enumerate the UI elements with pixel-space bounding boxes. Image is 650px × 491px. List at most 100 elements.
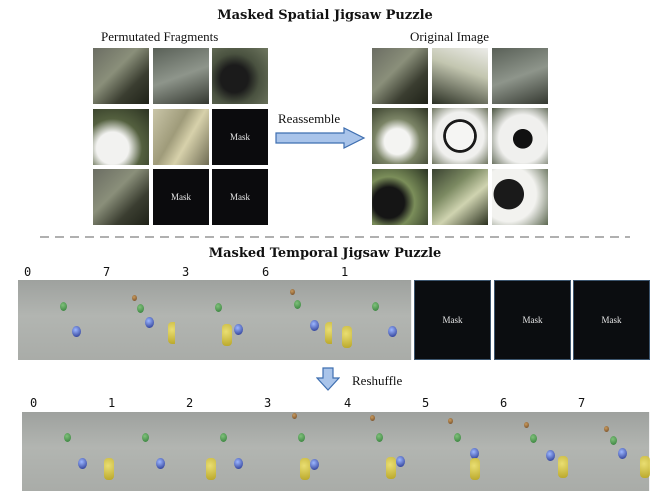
yellow-object bbox=[168, 322, 178, 344]
reshuffle-label: Reshuffle bbox=[352, 373, 403, 388]
mask-frame: Mask bbox=[573, 280, 650, 360]
fragment-tile bbox=[93, 169, 149, 225]
brown-object bbox=[604, 426, 609, 432]
frame-number: 3 bbox=[264, 396, 272, 410]
yellow-object bbox=[222, 324, 232, 346]
reshuffle-arrow-icon bbox=[316, 367, 340, 391]
frame-number: 1 bbox=[341, 265, 349, 279]
blue-object bbox=[234, 324, 243, 335]
blue-object bbox=[388, 326, 397, 337]
green-object bbox=[60, 302, 67, 311]
brown-object bbox=[292, 413, 297, 419]
blue-object bbox=[618, 448, 627, 459]
yellow-object bbox=[386, 457, 396, 479]
green-object bbox=[610, 436, 617, 445]
original-tile bbox=[492, 108, 548, 164]
frame-number: 6 bbox=[262, 265, 270, 279]
temporal-title: Masked Temporal Jigsaw Puzzle bbox=[208, 246, 442, 261]
original-tile bbox=[372, 169, 428, 225]
frame-number: 0 bbox=[24, 265, 32, 279]
mask-tile: Mask bbox=[153, 169, 209, 225]
original-tile bbox=[432, 169, 488, 225]
brown-object bbox=[370, 415, 375, 421]
blue-object bbox=[310, 459, 319, 470]
blue-object bbox=[156, 458, 165, 469]
blue-object bbox=[546, 450, 555, 461]
permutated-fragments-label: Permutated Fragments bbox=[101, 29, 219, 44]
frame-number: 1 bbox=[108, 396, 116, 410]
yellow-object bbox=[470, 458, 480, 480]
mask-tile: Mask bbox=[212, 169, 268, 225]
mask-tile: Mask bbox=[212, 109, 268, 165]
frame-number: 7 bbox=[578, 396, 586, 410]
original-tile bbox=[372, 108, 428, 164]
ordered-frame-strip bbox=[22, 412, 650, 491]
video-frame bbox=[254, 280, 335, 360]
brown-object bbox=[524, 422, 529, 428]
video-frame bbox=[256, 412, 335, 491]
video-frame bbox=[175, 280, 255, 360]
yellow-object bbox=[206, 458, 216, 480]
reassemble-arrow-icon bbox=[275, 127, 366, 149]
blue-object bbox=[145, 317, 154, 328]
brown-object bbox=[290, 289, 295, 295]
video-frame bbox=[490, 412, 569, 491]
video-frame bbox=[412, 412, 491, 491]
video-frame bbox=[568, 412, 650, 491]
mask-frame: Mask bbox=[494, 280, 571, 360]
green-object bbox=[294, 300, 301, 309]
video-frame bbox=[178, 412, 257, 491]
frame-number: 2 bbox=[186, 396, 194, 410]
green-object bbox=[220, 433, 227, 442]
original-tile bbox=[432, 108, 488, 164]
original-tile bbox=[492, 169, 548, 225]
video-frame bbox=[18, 280, 98, 360]
blue-object bbox=[310, 320, 319, 331]
video-frame bbox=[334, 412, 413, 491]
video-frame bbox=[22, 412, 101, 491]
yellow-object bbox=[342, 326, 352, 348]
green-object bbox=[530, 434, 537, 443]
frame-number: 5 bbox=[422, 396, 430, 410]
green-object bbox=[142, 433, 149, 442]
frame-number: 3 bbox=[182, 265, 190, 279]
green-object bbox=[215, 303, 222, 312]
original-tile bbox=[432, 48, 488, 104]
green-object bbox=[298, 433, 305, 442]
original-image-label: Original Image bbox=[410, 29, 490, 44]
fragment-tile bbox=[153, 48, 209, 104]
frame-number: 0 bbox=[30, 396, 38, 410]
green-object bbox=[372, 302, 379, 311]
yellow-object bbox=[640, 456, 650, 478]
green-object bbox=[137, 304, 144, 313]
mask-frame: Mask bbox=[414, 280, 491, 360]
original-tile bbox=[492, 48, 548, 104]
fragment-tile bbox=[93, 48, 149, 104]
fragment-tile bbox=[212, 48, 268, 104]
video-frame bbox=[100, 412, 179, 491]
frame-number: 4 bbox=[344, 396, 352, 410]
yellow-object bbox=[325, 322, 335, 344]
frame-number: 6 bbox=[500, 396, 508, 410]
blue-object bbox=[72, 326, 81, 337]
yellow-object bbox=[558, 456, 568, 478]
video-frame bbox=[97, 280, 178, 360]
shuffled-frame-strip: Mask Mask Mask bbox=[18, 280, 650, 360]
green-object bbox=[454, 433, 461, 442]
green-object bbox=[64, 433, 71, 442]
blue-object bbox=[78, 458, 87, 469]
blue-object bbox=[234, 458, 243, 469]
frame-number: 7 bbox=[103, 265, 111, 279]
yellow-object bbox=[300, 458, 310, 480]
brown-object bbox=[132, 295, 137, 301]
green-object bbox=[376, 433, 383, 442]
fragment-tile bbox=[93, 109, 149, 165]
yellow-object bbox=[104, 458, 114, 480]
spatial-title: Masked Spatial Jigsaw Puzzle bbox=[217, 8, 433, 23]
reassemble-label: Reassemble bbox=[278, 111, 341, 126]
brown-object bbox=[448, 418, 453, 424]
fragment-tile bbox=[153, 109, 209, 165]
blue-object bbox=[396, 456, 405, 467]
video-frame bbox=[332, 280, 412, 360]
blue-object bbox=[470, 448, 479, 459]
